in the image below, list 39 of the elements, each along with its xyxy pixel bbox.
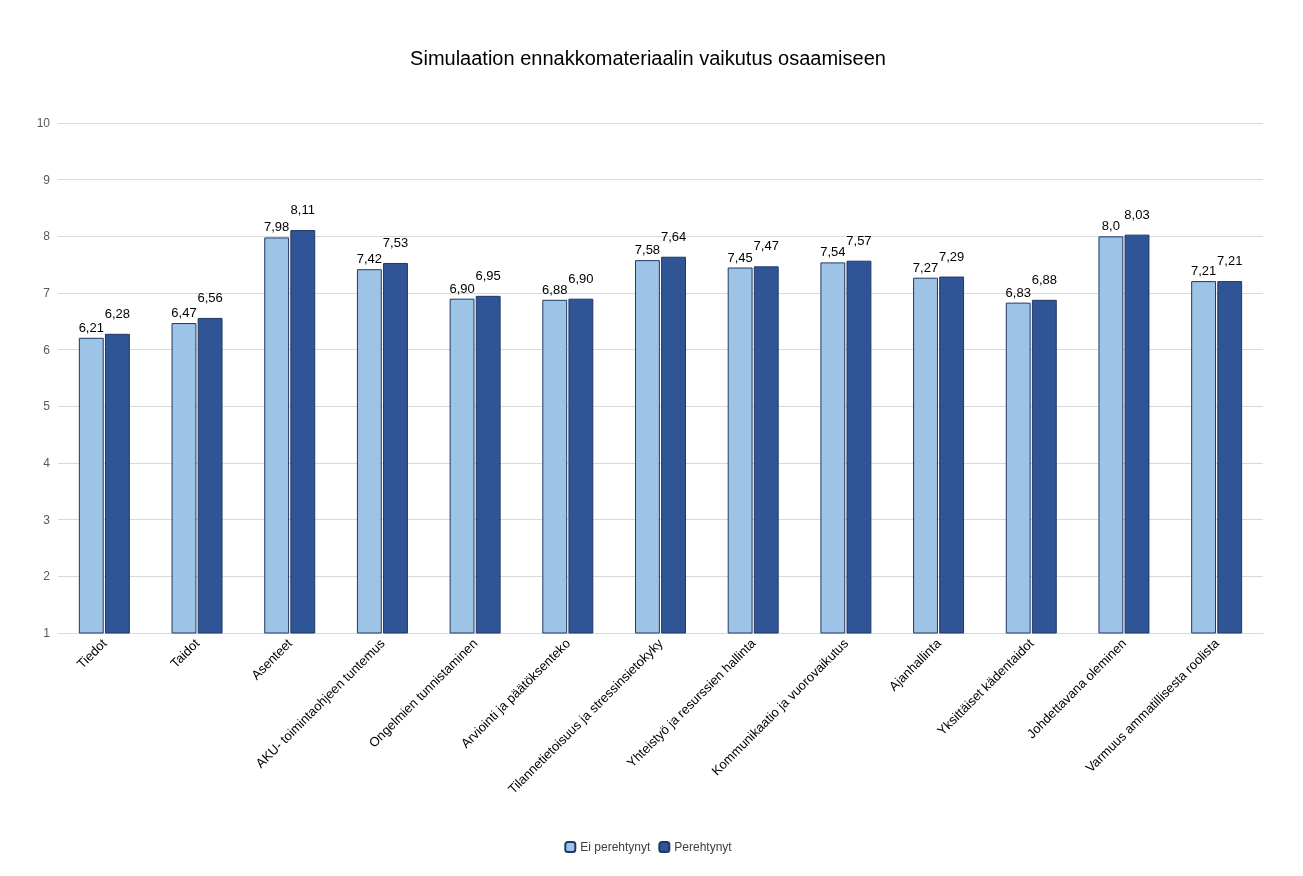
data-label: 6,47 (171, 305, 197, 321)
data-label: 6,90 (449, 280, 475, 296)
y-tick-label: 10 (36, 116, 51, 130)
data-label: 7,98 (264, 219, 290, 235)
data-label: 7,21 (1190, 263, 1217, 279)
data-label: 7,57 (846, 232, 872, 248)
data-label: 7,29 (938, 248, 965, 264)
y-tick-label: 6 (43, 342, 51, 357)
y-tick-label: 7 (43, 286, 51, 300)
data-label: 7,27 (912, 259, 939, 275)
data-label: 6,88 (1031, 271, 1057, 287)
data-label: 7,58 (634, 242, 661, 258)
data-label: 6,83 (1005, 284, 1031, 300)
chart-title: Simulaation ennakkomateriaalin vaikutus osaamiseen (410, 47, 886, 69)
data-label: 6,95 (475, 267, 501, 283)
data-label: 7,21 (1217, 253, 1243, 269)
data-label: 7,64 (660, 228, 687, 244)
data-label: 7,53 (382, 234, 409, 250)
data-label: 7,45 (727, 249, 753, 265)
data-label: 7,47 (753, 238, 779, 254)
y-tick-label: 1 (43, 626, 51, 640)
data-label: 6,28 (104, 305, 131, 321)
legend-label: Perehtynyt (674, 840, 733, 854)
data-label: 6,21 (78, 319, 104, 335)
data-label: 8,0 (1101, 218, 1120, 234)
y-tick-label: 2 (43, 569, 51, 584)
y-tick-label: 3 (43, 512, 51, 527)
data-label: 6,88 (542, 281, 568, 297)
data-label: 7,42 (356, 251, 383, 267)
legend-label: Ei perehtynyt (580, 840, 651, 854)
data-label: 8,03 (1124, 206, 1150, 222)
y-tick-label: 5 (43, 399, 51, 414)
data-label: 6,56 (197, 289, 223, 305)
data-label: 8,11 (290, 202, 315, 218)
y-tick-label: 4 (43, 456, 51, 470)
y-tick-label: 9 (43, 172, 51, 187)
data-label: 6,90 (568, 270, 594, 286)
data-label: 7,54 (820, 244, 846, 260)
y-tick-label: 8 (43, 229, 51, 244)
